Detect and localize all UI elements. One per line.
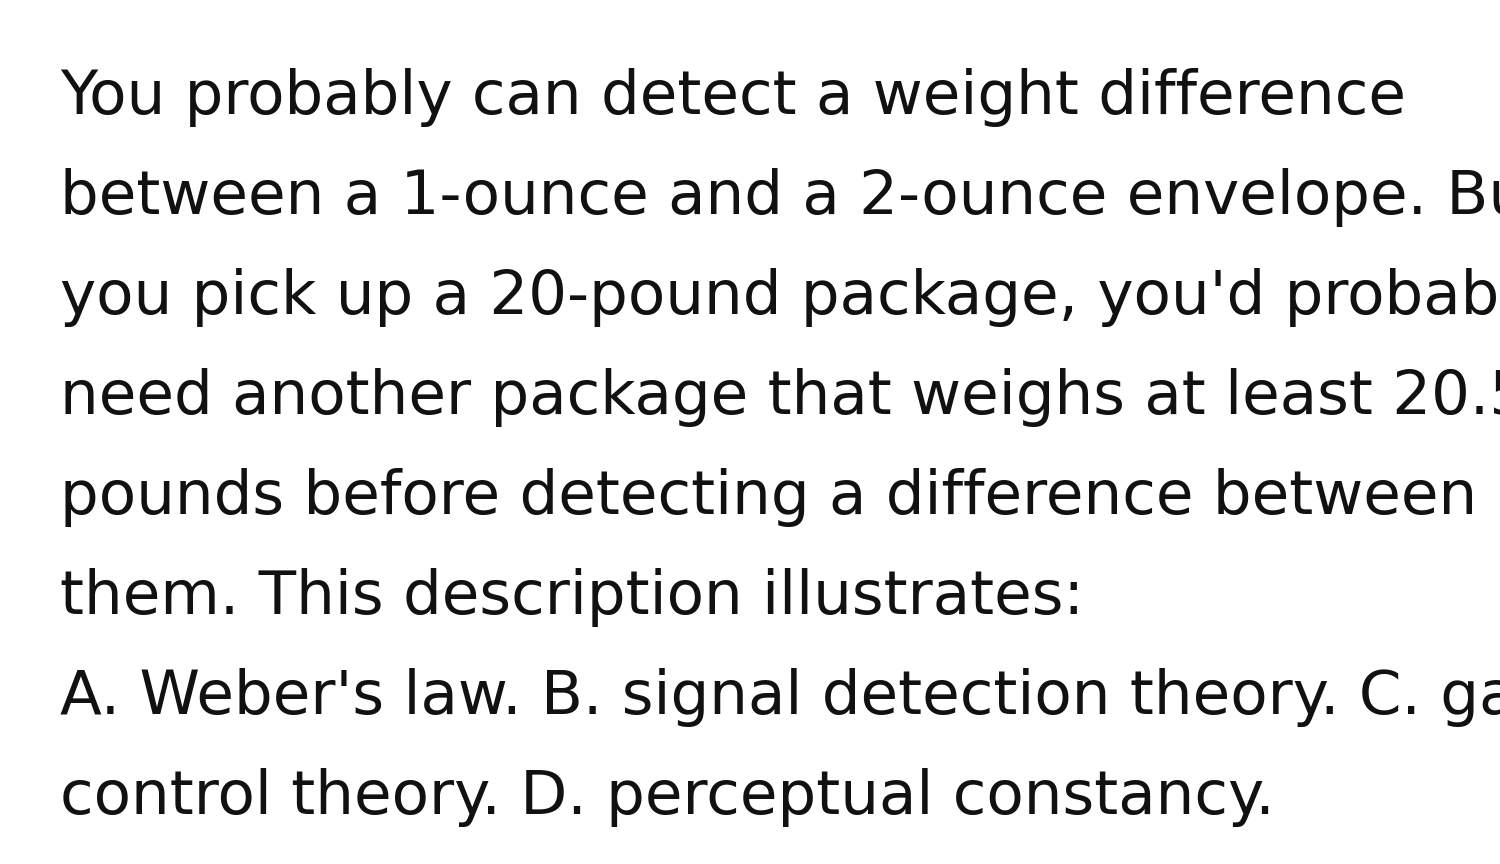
Text: you pick up a 20-pound package, you'd probably: you pick up a 20-pound package, you'd pr… <box>60 268 1500 327</box>
Text: between a 1-ounce and a 2-ounce envelope. But if: between a 1-ounce and a 2-ounce envelope… <box>60 168 1500 227</box>
Text: need another package that weighs at least 20.5: need another package that weighs at leas… <box>60 368 1500 427</box>
Text: You probably can detect a weight difference: You probably can detect a weight differe… <box>60 68 1406 127</box>
Text: A. Weber's law. B. signal detection theory. C. gate-: A. Weber's law. B. signal detection theo… <box>60 668 1500 727</box>
Text: pounds before detecting a difference between: pounds before detecting a difference bet… <box>60 468 1478 527</box>
Text: them. This description illustrates:: them. This description illustrates: <box>60 568 1084 627</box>
Text: control theory. D. perceptual constancy.: control theory. D. perceptual constancy. <box>60 768 1275 827</box>
